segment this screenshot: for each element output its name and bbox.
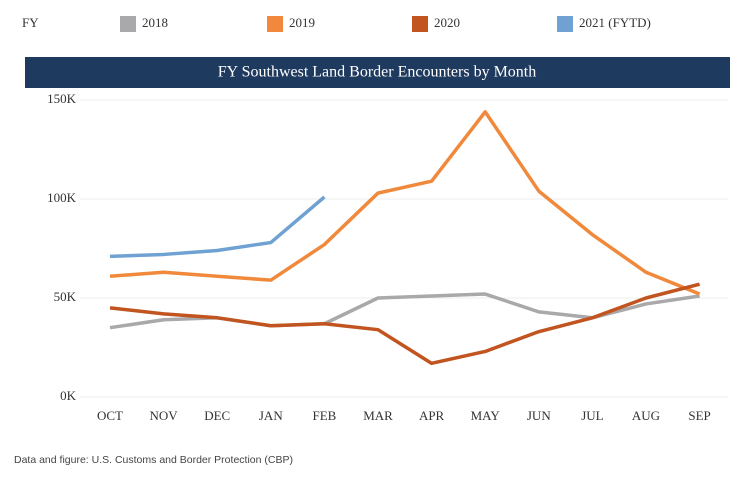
x-tick-label: APR — [419, 408, 445, 423]
x-tick-label: FEB — [312, 408, 336, 423]
x-tick-label: MAY — [471, 408, 501, 423]
source-note: Data and figure: U.S. Customs and Border… — [14, 454, 293, 466]
legend-title: FY — [22, 15, 39, 30]
y-tick-label: 0K — [60, 388, 77, 403]
series-line — [109, 282, 701, 366]
x-tick-label: SEP — [688, 408, 710, 423]
legend-label: 2018 — [142, 15, 168, 30]
x-tick-label: NOV — [150, 408, 179, 423]
legend-swatch — [557, 16, 573, 32]
x-tick-label: JUN — [527, 408, 551, 423]
x-tick-label: MAR — [363, 408, 393, 423]
legend-label: 2020 — [434, 15, 460, 30]
series-line — [109, 195, 326, 259]
x-tick-label: AUG — [632, 408, 660, 423]
series-line — [109, 110, 701, 296]
x-tick-label: JUL — [581, 408, 603, 423]
legend-swatch — [267, 16, 283, 32]
legend-swatch — [120, 16, 136, 32]
legend-label: 2019 — [289, 15, 315, 30]
y-tick-label: 150K — [47, 91, 77, 106]
legend-label: 2021 (FYTD) — [579, 15, 651, 30]
x-tick-label: DEC — [204, 408, 230, 423]
legend-swatch — [412, 16, 428, 32]
y-tick-label: 100K — [47, 190, 77, 205]
title-bar — [25, 57, 730, 88]
y-tick-label: 50K — [54, 289, 77, 304]
x-tick-label: OCT — [97, 408, 123, 423]
chart-title: FY Southwest Land Border Encounters by M… — [218, 64, 536, 81]
x-tick-label: JAN — [259, 408, 283, 423]
